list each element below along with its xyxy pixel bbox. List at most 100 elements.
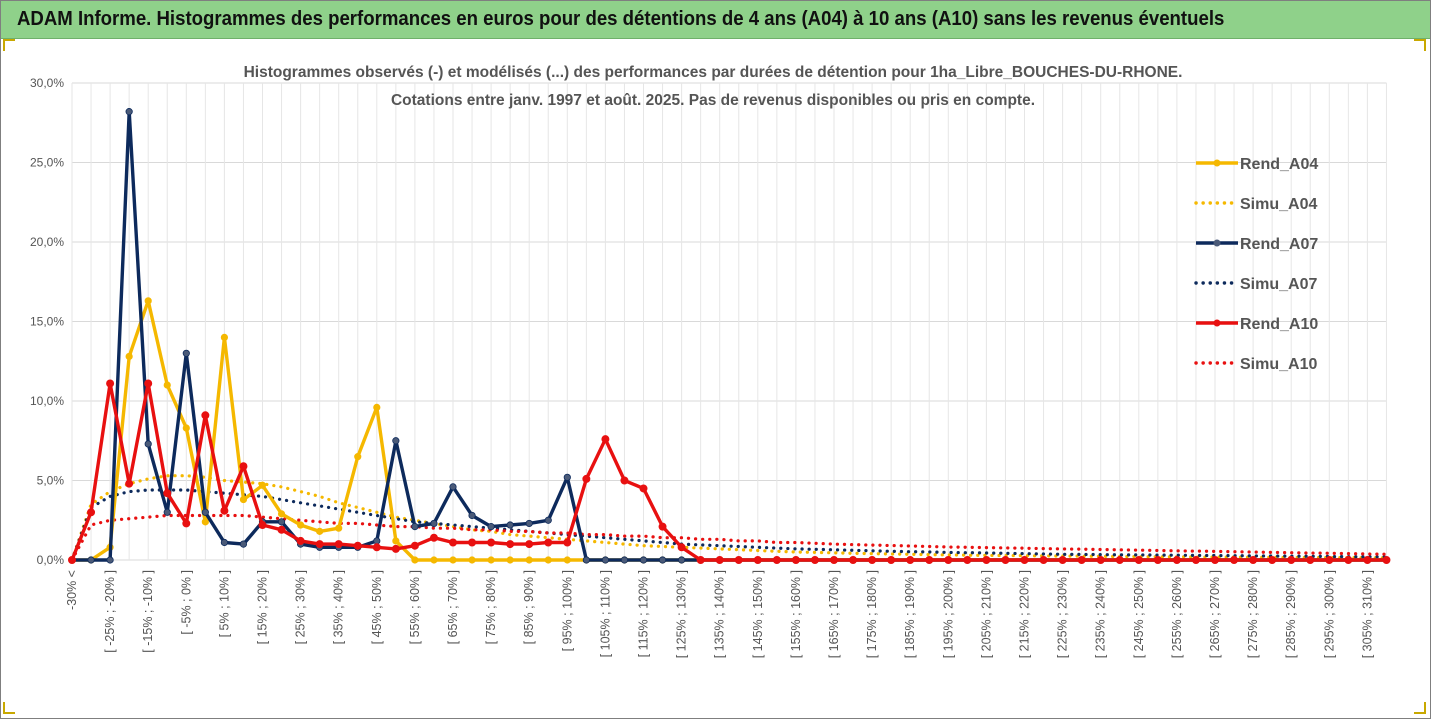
- y-tick-label: 0,0%: [37, 553, 65, 567]
- x-tick-label: [ 215% ; 220% ]: [1018, 570, 1032, 658]
- y-tick-label: 10,0%: [30, 394, 64, 408]
- legend: Rend_A04 Simu_A04 Rend_A07 Simu_A07 Rend_A10…: [1194, 156, 1318, 373]
- x-tick-label: [ 135% ; 140% ]: [713, 570, 727, 658]
- data-point: [449, 556, 457, 564]
- data-point: [887, 556, 896, 565]
- data-point: [220, 538, 228, 547]
- data-point: [429, 533, 438, 542]
- legend-marker: [1213, 239, 1221, 247]
- data-point: [868, 556, 877, 565]
- data-point: [296, 536, 305, 545]
- x-tick-label: [ 95% ; 100% ]: [560, 570, 574, 651]
- data-point: [1039, 556, 1048, 565]
- data-point: [449, 483, 457, 491]
- x-tick-label: [ 175% ; 180% ]: [865, 570, 879, 658]
- data-point: [163, 381, 171, 389]
- x-tick-label: [ 275% ; 280% ]: [1246, 570, 1260, 658]
- legend-label: Simu_A10: [1240, 356, 1317, 373]
- data-point: [87, 556, 95, 564]
- x-tick-label: [ 35% ; 40% ]: [332, 570, 346, 644]
- data-point: [144, 379, 153, 388]
- data-point: [582, 556, 590, 564]
- data-point: [1344, 556, 1353, 565]
- x-tick-label: [ 185% ; 190% ]: [903, 570, 917, 658]
- data-point: [544, 556, 552, 564]
- data-point: [1325, 556, 1334, 565]
- data-point: [201, 411, 210, 420]
- data-point: [506, 521, 514, 529]
- data-point: [1058, 556, 1067, 565]
- data-point: [944, 556, 953, 565]
- data-point: [354, 453, 362, 461]
- x-tick-label: -30% <: [65, 570, 79, 610]
- x-tick-label: [ 235% ; 240% ]: [1094, 570, 1108, 658]
- x-tick-label: [ 55% ; 60% ]: [408, 570, 422, 644]
- data-point: [372, 543, 381, 552]
- data-point: [1287, 556, 1296, 565]
- x-tick-label: [ 205% ; 210% ]: [979, 570, 993, 658]
- legend-entry: Simu_A10: [1194, 356, 1317, 373]
- header-bar: ADAM Informe. Histogrammes des performan…: [1, 1, 1430, 39]
- data-point: [430, 556, 438, 564]
- data-point: [639, 556, 648, 564]
- legend-label: Simu_A07: [1240, 276, 1317, 293]
- data-point: [373, 403, 381, 411]
- x-tick-label: [ 15% ; 20% ]: [256, 570, 270, 644]
- data-point: [1306, 556, 1315, 565]
- data-point: [334, 540, 343, 549]
- data-point: [258, 521, 267, 530]
- data-point: [182, 349, 190, 357]
- data-point: [106, 379, 115, 388]
- data-point: [639, 484, 648, 493]
- legend-label: Simu_A04: [1240, 196, 1317, 213]
- data-point: [544, 538, 553, 547]
- data-point: [392, 437, 400, 445]
- data-point: [411, 556, 419, 564]
- x-tick-label: [ 5% ; 10% ]: [217, 570, 231, 637]
- x-tick-label: [ 125% ; 130% ]: [675, 570, 689, 658]
- legend-marker: [1213, 319, 1221, 327]
- data-point: [277, 518, 286, 526]
- data-point: [487, 523, 495, 531]
- legend-label: Rend_A07: [1240, 236, 1318, 253]
- data-point: [487, 538, 496, 547]
- data-point: [144, 440, 152, 448]
- data-point: [410, 541, 419, 550]
- data-point: [1249, 556, 1258, 565]
- data-point: [239, 495, 248, 504]
- data-point: [544, 516, 552, 524]
- data-point: [525, 540, 534, 549]
- data-point: [411, 523, 419, 531]
- data-point: [201, 518, 209, 526]
- grid: [71, 82, 1387, 561]
- data-point: [163, 489, 172, 498]
- y-tick-label: 15,0%: [30, 315, 64, 329]
- legend-entry: Rend_A04: [1196, 156, 1318, 173]
- data-point: [392, 537, 400, 545]
- data-point: [182, 519, 191, 528]
- legend-marker: [1213, 159, 1221, 167]
- data-point: [1211, 556, 1220, 565]
- x-tick-label: [ 45% ; 50% ]: [370, 570, 384, 644]
- data-point: [258, 481, 267, 489]
- data-point: [487, 556, 495, 564]
- data-point: [563, 556, 571, 564]
- data-point: [239, 540, 248, 548]
- y-tick-label: 30,0%: [30, 76, 64, 90]
- data-point: [201, 508, 209, 516]
- data-point: [620, 476, 629, 485]
- data-point: [1001, 556, 1010, 565]
- x-tick-label: [ 295% ; 300% ]: [1322, 570, 1336, 658]
- data-point: [144, 297, 152, 305]
- data-point: [791, 556, 800, 565]
- data-point: [277, 510, 286, 518]
- x-tick-label: [ 165% ; 170% ]: [827, 570, 841, 658]
- data-point: [87, 508, 96, 517]
- data-point: [963, 556, 972, 565]
- header-title: ADAM Informe. Histogrammes des performan…: [17, 8, 1225, 30]
- data-point: [220, 333, 228, 341]
- data-point: [1268, 556, 1277, 565]
- x-tick-label: [ 105% ; 110% ]: [598, 570, 612, 657]
